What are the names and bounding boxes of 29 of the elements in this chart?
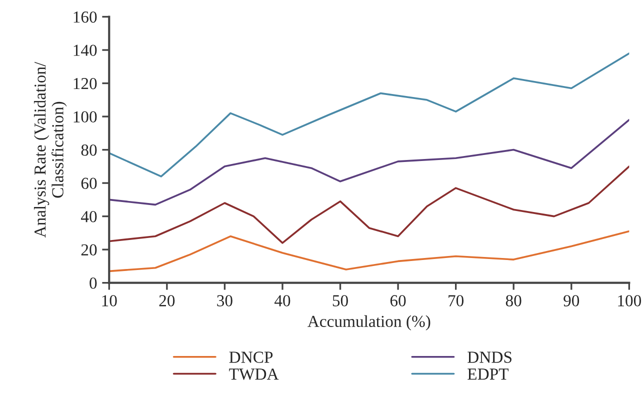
x-tick-label: 40	[274, 295, 290, 306]
y-axis-title: Analysis Rate (Validation/ Classification)	[34, 62, 67, 238]
y-tick-label: 80	[81, 144, 97, 156]
line-series	[109, 230, 630, 272]
x-tick-label: 10	[102, 295, 117, 306]
y-tick-label: 60	[81, 178, 97, 189]
x-tick-label: 80	[506, 295, 522, 306]
line-series	[109, 118, 630, 206]
legend-label: DNCP	[229, 352, 273, 363]
line-series	[109, 52, 630, 178]
y-tick-label: 100	[74, 111, 97, 122]
legend-label: EDPT	[468, 368, 509, 380]
line-series	[109, 166, 630, 244]
x-tick-label: 50	[332, 295, 348, 306]
x-tick-label: 100	[618, 295, 642, 306]
y-tick-label: 0	[90, 278, 97, 289]
x-tick-label: 60	[390, 295, 406, 306]
y-tick-label: 20	[81, 244, 97, 256]
x-axis-title: Accumulation (%)	[308, 315, 430, 330]
legend-label: TWDA	[229, 368, 279, 380]
y-tick-label: 40	[80, 211, 97, 222]
x-tick-label: 30	[217, 295, 232, 306]
x-tick-label: 90	[564, 295, 580, 306]
y-tick-label: 120	[74, 78, 97, 90]
x-tick-label: 20	[159, 295, 175, 306]
y-tick-label: 160	[74, 11, 97, 23]
legend-label: DNDS	[468, 352, 512, 363]
y-tick-label: 140	[74, 44, 97, 56]
x-tick-label: 70	[448, 295, 464, 306]
